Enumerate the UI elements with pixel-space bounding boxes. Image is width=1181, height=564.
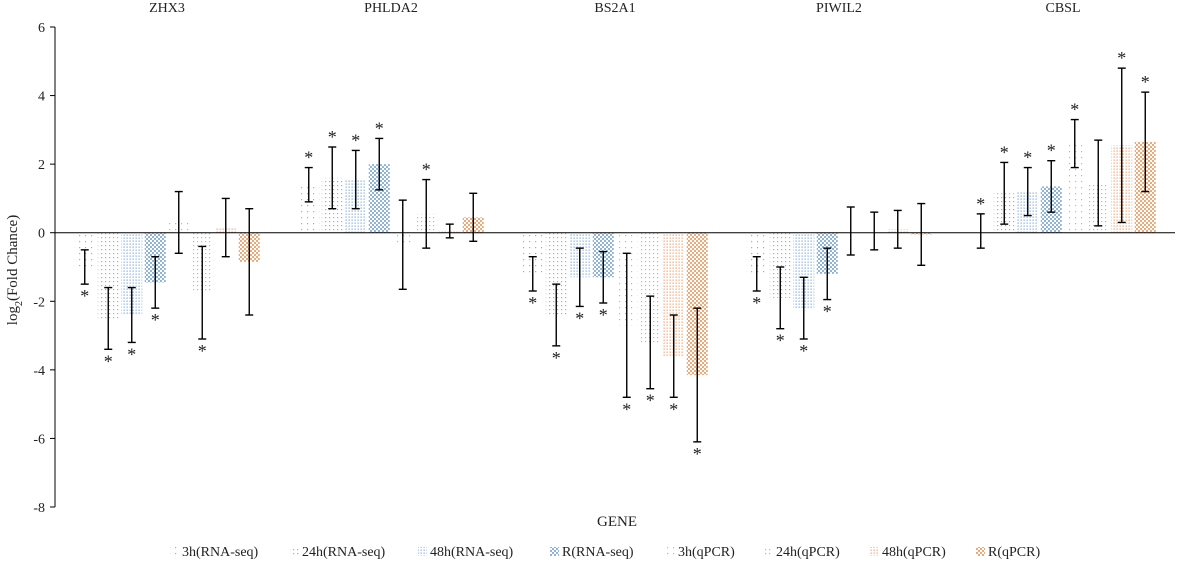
significance-star: * (799, 341, 808, 361)
significance-star: * (151, 310, 160, 330)
legend-label: R(qPCR) (988, 545, 1040, 560)
significance-star: * (104, 351, 113, 371)
bar (769, 232, 791, 298)
legend-label: 48h(RNA-seq) (430, 545, 514, 560)
legend-label: 24h(qPCR) (776, 545, 840, 560)
significance-markers: * * * * * * * * * * * * * * * * * * * * * * * * * * * * * (80, 48, 1150, 464)
bar (121, 232, 143, 315)
significance-star: * (80, 286, 89, 306)
legend-swatch (290, 547, 299, 556)
legend-swatch (418, 547, 427, 556)
significance-star: * (1070, 100, 1079, 120)
y-tick-label: 4 (38, 90, 45, 105)
legend-label: 3h(RNA-seq) (182, 545, 259, 560)
error-bars (80, 67, 1150, 443)
legend-label: 48h(qPCR) (882, 545, 946, 560)
legend-swatch (870, 547, 879, 556)
significance-star: * (776, 331, 785, 351)
gene-label: ZHX3 (149, 1, 185, 16)
y-axis: -8 -6 -4 -2 0 2 4 6 (33, 21, 56, 516)
significance-star: * (552, 348, 561, 368)
significance-star: * (646, 391, 655, 411)
gene-labels: ZHX3 PHLDA2 BS2A1 PIWIL2 CBSL (149, 1, 1080, 16)
y-tick-label: -8 (33, 501, 45, 516)
legend-swatch (976, 547, 985, 556)
y-axis-title: log2(Fold Chance) (5, 215, 25, 325)
gene-label: PIWIL2 (816, 1, 862, 16)
significance-star: * (351, 130, 360, 150)
legend-swatch (764, 547, 773, 556)
bar (368, 164, 390, 233)
legend-label: 24h(RNA-seq) (302, 545, 386, 560)
significance-star: * (528, 293, 537, 313)
bar (545, 232, 567, 315)
bar (639, 232, 661, 343)
bar (298, 184, 320, 233)
x-axis-title: GENE (597, 514, 637, 530)
significance-star: * (669, 399, 678, 419)
significance-star: * (127, 344, 136, 364)
gene-label: CBSL (1045, 1, 1080, 16)
bar (1064, 143, 1086, 233)
gene-label: PHLDA2 (364, 1, 418, 16)
legend-swatch (170, 547, 179, 556)
significance-star: * (422, 160, 431, 180)
legend-label: R(RNA-seq) (562, 545, 634, 560)
bar (686, 232, 708, 375)
gene-label: BS2A1 (594, 1, 635, 16)
y-tick-label: 2 (38, 158, 45, 173)
y-tick-label: -6 (33, 432, 45, 447)
significance-star: * (375, 118, 384, 138)
y-tick-label: -2 (33, 295, 45, 310)
significance-star: * (1117, 48, 1126, 68)
bar (793, 232, 815, 309)
significance-star: * (1047, 141, 1056, 161)
legend-swatch (666, 547, 675, 556)
significance-star: * (693, 444, 702, 464)
bar (97, 232, 119, 319)
significance-star: * (752, 293, 761, 313)
bars (74, 141, 1156, 375)
significance-star: * (198, 341, 207, 361)
legend: 3h(RNA-seq) 24h(RNA-seq) 48h(RNA-seq) R(RNA… (170, 545, 1040, 560)
y-tick-label: 6 (38, 21, 45, 36)
significance-star: * (823, 302, 832, 322)
significance-star: * (1023, 148, 1032, 168)
significance-star: * (1141, 72, 1150, 92)
significance-star: * (575, 308, 584, 328)
y-tick-label: -4 (33, 364, 45, 379)
legend-label: 3h(qPCR) (678, 545, 735, 560)
bar (522, 232, 544, 274)
significance-star: * (622, 399, 631, 419)
significance-star: * (304, 148, 313, 168)
y-tick-label: 0 (38, 227, 45, 242)
significance-star: * (328, 127, 337, 147)
significance-star: * (599, 305, 608, 325)
legend-swatch (550, 547, 559, 556)
significance-star: * (976, 194, 985, 214)
bar (663, 232, 685, 357)
bar (746, 232, 768, 274)
significance-star: * (1000, 142, 1009, 162)
